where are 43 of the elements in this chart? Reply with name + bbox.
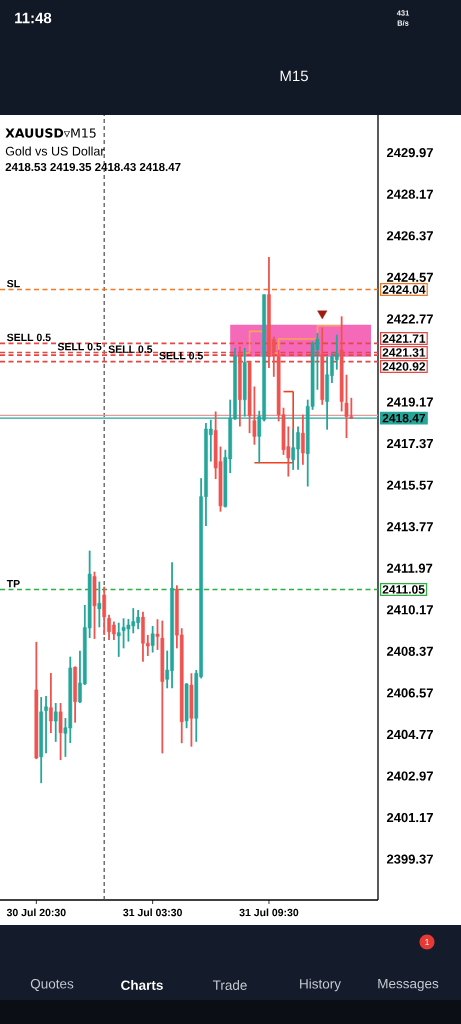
text: Messages — [378, 978, 439, 992]
y-tick-label: 2410.17 — [386, 605, 433, 615]
y-tick-label: 2402.97 — [386, 771, 433, 781]
y-tick-label: 2401.17 — [386, 812, 433, 823]
y-tick-label: 2411.97 — [386, 563, 433, 573]
text: M15 — [280, 70, 308, 82]
y-tick-label: 2424.57 — [386, 272, 433, 282]
text: 1 — [425, 938, 430, 946]
text: Charts — [121, 980, 163, 990]
annotation: SELL 0.5 — [7, 333, 51, 342]
y-tick-label: 2399.37 — [386, 854, 433, 864]
annotation: SL — [7, 279, 20, 288]
annotation: SELL 0.5 — [108, 345, 153, 353]
text: Trade — [212, 980, 247, 990]
ref-line-label: 2418.47 — [382, 413, 426, 423]
ref-line-label: 2424.04 — [382, 285, 426, 294]
y-tick-label: 2429.97 — [386, 148, 433, 158]
text: History — [300, 978, 341, 992]
x-tick-label: 31 Jul 09:30 — [239, 908, 299, 917]
y-tick-label: 2426.37 — [386, 231, 433, 241]
ref-line-label: 2421.71 — [382, 334, 426, 343]
annotation: TP — [6, 580, 20, 588]
y-tick-label: 2413.77 — [386, 522, 433, 532]
y-tick-label: 2419.17 — [386, 397, 433, 407]
annotation: SELL 0.5 — [57, 342, 102, 351]
ref-line-label: 2411.05 — [382, 585, 425, 594]
x-tick-label: 31 Jul 03:30 — [123, 908, 182, 917]
text: Quotes — [30, 979, 74, 991]
y-tick-label: 2415.57 — [386, 480, 433, 490]
y-tick-label: 2406.57 — [386, 688, 433, 698]
y-tick-label: 2417.37 — [386, 438, 433, 449]
y-tick-label: 2428.17 — [386, 189, 433, 199]
text: 11:48 — [15, 12, 52, 24]
annotation: 2418.53 2419.35 2418.43 2418.47 — [5, 162, 181, 172]
y-tick-label: 2422.77 — [386, 314, 433, 324]
x-tick-label: 30 Jul 20:30 — [6, 908, 66, 917]
text: Gold vs US Dollar — [5, 146, 105, 156]
ref-line-label: 2421.31 — [382, 348, 426, 357]
y-tick-label: 2404.77 — [386, 729, 433, 740]
y-tick-label: 2408.37 — [386, 646, 433, 656]
ref-line-label: 2420.92 — [382, 362, 426, 371]
text: XAUUSD▿M15 — [5, 128, 96, 138]
annotation: SELL 0.5 — [159, 351, 203, 360]
